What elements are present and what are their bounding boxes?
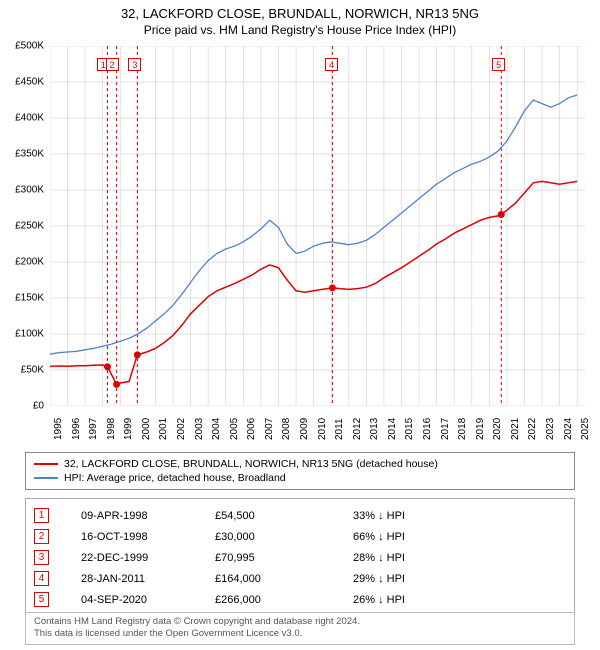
row-date: 16-OCT-1998 bbox=[57, 531, 207, 543]
row-date: 04-SEP-2020 bbox=[57, 594, 207, 606]
x-tick-label: 2006 bbox=[246, 418, 257, 440]
x-tick-label: 2018 bbox=[457, 418, 468, 440]
plot-area: 12345 bbox=[50, 46, 586, 406]
y-tick-label: £0 bbox=[0, 401, 44, 412]
legend-box: 32, LACKFORD CLOSE, BRUNDALL, NORWICH, N… bbox=[25, 452, 575, 490]
row-price: £164,000 bbox=[215, 573, 345, 585]
x-tick-label: 2009 bbox=[299, 418, 310, 440]
legend-label: 32, LACKFORD CLOSE, BRUNDALL, NORWICH, N… bbox=[64, 458, 438, 470]
sales-row: 4 28-JAN-2011 £164,000 29% ↓ HPI bbox=[34, 568, 566, 589]
footer-line-2: This data is licensed under the Open Gov… bbox=[34, 628, 566, 640]
x-tick-label: 2019 bbox=[475, 418, 486, 440]
row-price: £70,995 bbox=[215, 552, 345, 564]
x-tick-label: 1999 bbox=[123, 418, 134, 440]
footer-attribution: Contains HM Land Registry data © Crown c… bbox=[25, 612, 575, 645]
x-tick-label: 2002 bbox=[176, 418, 187, 440]
x-tick-label: 2014 bbox=[387, 418, 398, 440]
x-tick-label: 2012 bbox=[352, 418, 363, 440]
row-marker: 3 bbox=[34, 550, 49, 565]
y-tick-label: £400K bbox=[0, 113, 44, 124]
y-tick-label: £150K bbox=[0, 293, 44, 304]
x-tick-label: 1996 bbox=[71, 418, 82, 440]
y-axis-labels: £0£50K£100K£150K£200K£250K£300K£350K£400… bbox=[0, 46, 48, 406]
y-tick-label: £300K bbox=[0, 185, 44, 196]
x-tick-label: 2016 bbox=[422, 418, 433, 440]
row-date: 28-JAN-2011 bbox=[57, 573, 207, 585]
x-tick-label: 1998 bbox=[106, 418, 117, 440]
row-price: £54,500 bbox=[215, 510, 345, 522]
row-date: 09-APR-1998 bbox=[57, 510, 207, 522]
x-axis-labels: 1995 1996 1997 1998 1999 2000 2001 2002 2003 2004… bbox=[50, 410, 586, 450]
row-date: 22-DEC-1999 bbox=[57, 552, 207, 564]
x-tick-label: 2021 bbox=[510, 418, 521, 440]
x-tick-label: 2020 bbox=[492, 418, 503, 440]
row-pct: 33% ↓ HPI bbox=[353, 510, 473, 522]
sale-marker-3: 3 bbox=[128, 58, 141, 71]
chart-container: 32, LACKFORD CLOSE, BRUNDALL, NORWICH, N… bbox=[0, 0, 600, 650]
x-tick-label: 2025 bbox=[580, 418, 591, 440]
x-tick-label: 2003 bbox=[194, 418, 205, 440]
legend-swatch bbox=[34, 477, 58, 479]
x-tick-label: 2005 bbox=[229, 418, 240, 440]
x-tick-label: 2024 bbox=[563, 418, 574, 440]
row-pct: 28% ↓ HPI bbox=[353, 552, 473, 564]
chart-title: 32, LACKFORD CLOSE, BRUNDALL, NORWICH, N… bbox=[0, 0, 600, 21]
legend-swatch bbox=[34, 463, 58, 465]
sales-table: 1 09-APR-1998 £54,500 33% ↓ HPI 2 16-OCT-1998… bbox=[25, 498, 575, 615]
legend-item: 32, LACKFORD CLOSE, BRUNDALL, NORWICH, N… bbox=[34, 457, 566, 471]
sales-row: 2 16-OCT-1998 £30,000 66% ↓ HPI bbox=[34, 526, 566, 547]
row-marker: 1 bbox=[34, 508, 49, 523]
x-tick-label: 2013 bbox=[369, 418, 380, 440]
x-tick-label: 2011 bbox=[334, 418, 345, 440]
x-tick-label: 2010 bbox=[317, 418, 328, 440]
x-tick-label: 2000 bbox=[141, 418, 152, 440]
y-tick-label: £500K bbox=[0, 41, 44, 52]
y-tick-label: £50K bbox=[0, 365, 44, 376]
x-tick-label: 2004 bbox=[211, 418, 222, 440]
row-marker: 5 bbox=[34, 592, 49, 607]
row-price: £30,000 bbox=[215, 531, 345, 543]
sales-row: 3 22-DEC-1999 £70,995 28% ↓ HPI bbox=[34, 547, 566, 568]
x-tick-label: 2001 bbox=[158, 418, 169, 440]
chart-svg bbox=[50, 46, 586, 406]
row-pct: 26% ↓ HPI bbox=[353, 594, 473, 606]
y-tick-label: £250K bbox=[0, 221, 44, 232]
x-tick-label: 2008 bbox=[281, 418, 292, 440]
x-tick-label: 2015 bbox=[404, 418, 415, 440]
y-tick-label: £200K bbox=[0, 257, 44, 268]
legend-label: HPI: Average price, detached house, Broa… bbox=[64, 472, 286, 484]
legend-item: HPI: Average price, detached house, Broa… bbox=[34, 471, 566, 485]
row-marker: 4 bbox=[34, 571, 49, 586]
x-tick-label: 2007 bbox=[264, 418, 275, 440]
row-marker: 2 bbox=[34, 529, 49, 544]
row-price: £266,000 bbox=[215, 594, 345, 606]
y-tick-label: £450K bbox=[0, 77, 44, 88]
x-tick-label: 2017 bbox=[440, 418, 451, 440]
chart-subtitle: Price paid vs. HM Land Registry's House … bbox=[0, 21, 600, 41]
row-pct: 29% ↓ HPI bbox=[353, 573, 473, 585]
sale-marker-2: 2 bbox=[106, 58, 119, 71]
footer-line-1: Contains HM Land Registry data © Crown c… bbox=[34, 616, 566, 628]
x-tick-label: 2022 bbox=[527, 418, 538, 440]
x-tick-label: 1995 bbox=[53, 418, 64, 440]
sales-row: 1 09-APR-1998 £54,500 33% ↓ HPI bbox=[34, 505, 566, 526]
x-tick-label: 1997 bbox=[88, 418, 99, 440]
y-tick-label: £100K bbox=[0, 329, 44, 340]
row-pct: 66% ↓ HPI bbox=[353, 531, 473, 543]
y-tick-label: £350K bbox=[0, 149, 44, 160]
sale-marker-4: 4 bbox=[325, 58, 338, 71]
sales-row: 5 04-SEP-2020 £266,000 26% ↓ HPI bbox=[34, 589, 566, 610]
sale-marker-5: 5 bbox=[492, 58, 505, 71]
x-tick-label: 2023 bbox=[545, 418, 556, 440]
